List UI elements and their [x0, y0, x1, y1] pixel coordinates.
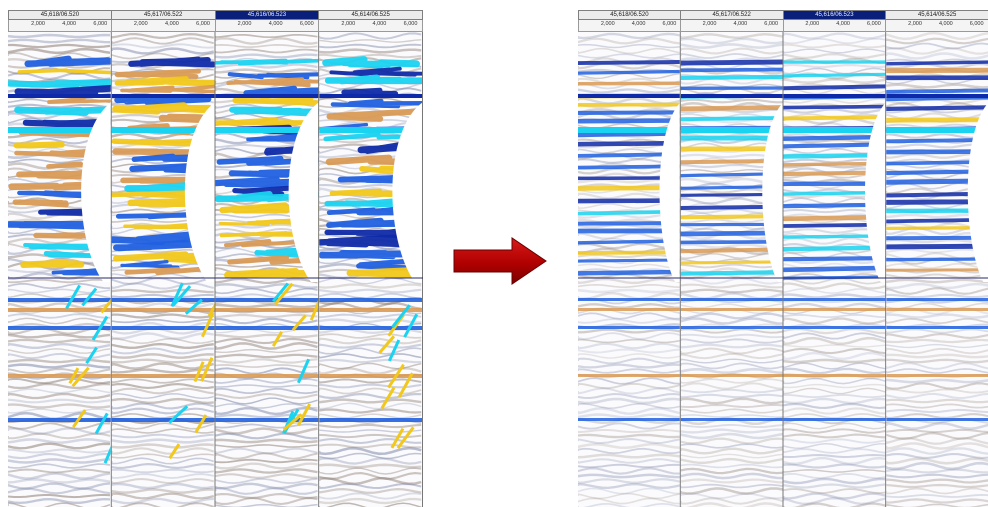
offset-axis-cell: 2,000 4,000 6,000	[886, 20, 988, 32]
mute-zone	[865, 103, 886, 282]
offset-tick-label: 2,000	[133, 21, 148, 27]
offset-tick-label: 4,000	[165, 21, 179, 27]
gather-column	[578, 32, 680, 507]
seismic-traces	[8, 32, 423, 507]
offset-tick-label: 4,000	[631, 21, 646, 27]
trace-header-3-selected[interactable]: 45,616/06.523	[783, 10, 887, 20]
gather-column	[319, 32, 422, 507]
trace-header-2[interactable]: 45,617/06.522	[680, 10, 784, 20]
trace-header-4[interactable]: 45,614/06.525	[886, 10, 988, 20]
offset-tick-label: 4,000	[268, 21, 283, 27]
offset-axis-cell: 2,000 4,000 6,000	[215, 20, 320, 32]
gather-column	[783, 32, 886, 507]
offset-tick-label: 6,000	[764, 21, 779, 27]
offset-axis-cell: 2,000 4,000 6,000	[111, 20, 216, 32]
offset-axis-cell: 2,000 4,000 6,000	[680, 20, 784, 32]
offset-tick-label: 2,000	[600, 21, 615, 27]
seismic-section-after	[578, 32, 988, 507]
offset-axis-after: 2,000 4,000 6,000 2,000 4,000 6,000 2,000 4,000…	[578, 20, 988, 32]
offset-tick-label: 2,000	[31, 21, 45, 27]
offset-axis-before: 2,000 4,000 6,000 2,000 4,000 6,000 2,000 4,000…	[8, 20, 423, 32]
gather-column	[111, 32, 215, 507]
offset-tick-label: 4,000	[938, 21, 953, 27]
mute-zone	[762, 103, 783, 282]
offset-tick-label: 2,000	[908, 21, 922, 27]
mute-zone	[184, 102, 215, 282]
mute-zone	[392, 102, 422, 282]
offset-tick-label: 6,000	[867, 21, 881, 27]
offset-tick-label: 2,000	[805, 21, 820, 27]
offset-tick-label: 6,000	[93, 21, 108, 27]
offset-tick-label: 2,000	[237, 21, 252, 27]
mute-zone	[288, 102, 319, 282]
mute-zone	[967, 103, 988, 282]
trace-header-bar-before: 45,618/06.520 45,617/06.522 45,616/06.52…	[8, 10, 423, 20]
offset-axis-cell: 2,000 4,000 6,000	[578, 20, 681, 32]
mute-zone	[659, 103, 680, 282]
trace-header-bar-after: 45,618/06.520 45,617/06.522 45,616/06.52…	[578, 10, 988, 20]
seismic-panel-before: 45,618/06.520 45,617/06.522 45,616/06.52…	[8, 10, 423, 507]
right-arrow-icon	[452, 236, 548, 286]
offset-tick-label: 4,000	[836, 21, 850, 27]
trace-header-2[interactable]: 45,617/06.522	[111, 10, 216, 20]
gather-column	[8, 32, 111, 507]
offset-tick-label: 4,000	[733, 21, 748, 27]
offset-tick-label: 6,000	[969, 21, 984, 27]
offset-tick-label: 6,000	[662, 21, 677, 27]
offset-tick-label: 6,000	[196, 21, 210, 27]
offset-axis-cell: 2,000 4,000 6,000	[783, 20, 887, 32]
offset-tick-label: 2,000	[341, 21, 356, 27]
offset-tick-label: 6,000	[403, 21, 418, 27]
gather-column	[886, 32, 988, 507]
trace-header-1[interactable]: 45,618/06.520	[578, 10, 681, 20]
offset-axis-cell: 2,000 4,000 6,000	[319, 20, 423, 32]
offset-tick-label: 4,000	[372, 21, 387, 27]
trace-header-1[interactable]: 45,618/06.520	[8, 10, 112, 20]
seismic-traces	[578, 32, 988, 507]
mute-zone	[81, 102, 111, 282]
gather-column	[680, 32, 783, 507]
offset-axis-cell: 2,000 4,000 6,000	[8, 20, 112, 32]
seismic-panel-after: 45,618/06.520 45,617/06.522 45,616/06.52…	[578, 10, 988, 507]
offset-tick-label: 2,000	[702, 21, 717, 27]
offset-tick-label: 4,000	[62, 21, 77, 27]
offset-tick-label: 6,000	[299, 21, 314, 27]
trace-header-3-selected[interactable]: 45,616/06.523	[215, 10, 320, 20]
trace-header-4[interactable]: 45,614/06.525	[319, 10, 423, 20]
seismic-section-before	[8, 32, 423, 507]
